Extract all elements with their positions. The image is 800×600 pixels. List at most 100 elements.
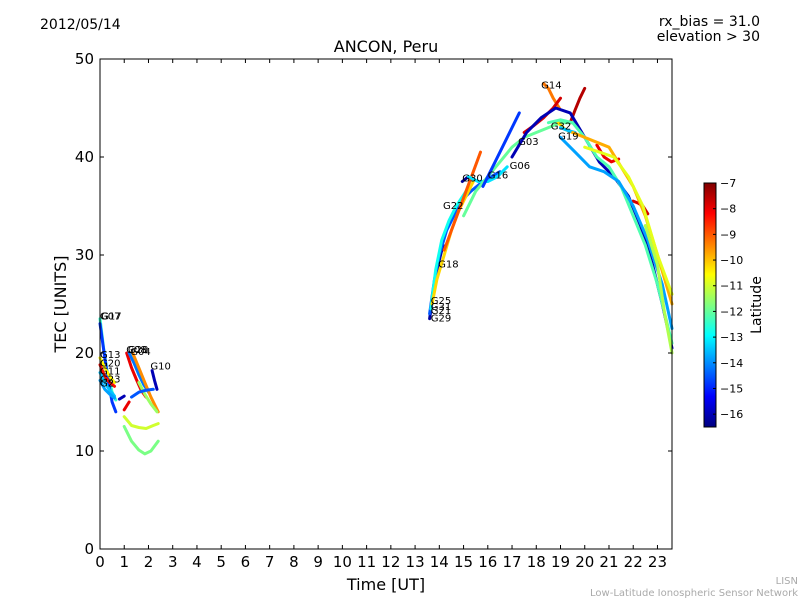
colorbar-tick-label--11: −11	[720, 280, 743, 293]
x-tick-label-6: 6	[241, 553, 251, 571]
sat-label-g19: G19	[558, 131, 578, 142]
x-tick-label-5: 5	[216, 553, 226, 571]
series-g27	[137, 380, 159, 414]
x-tick-label-17: 17	[502, 553, 521, 571]
x-tick-label-21: 21	[599, 553, 618, 571]
x-tick-label-0: 0	[95, 553, 105, 571]
series-g22	[442, 150, 482, 252]
colorbar-tick-label--10: −10	[720, 254, 743, 267]
series-g20	[98, 363, 116, 388]
colorbar-tick-label--12: −12	[720, 305, 743, 318]
series-g28	[131, 351, 160, 414]
sat-label-g13: G13	[100, 350, 120, 361]
x-tick-label-19: 19	[551, 553, 570, 571]
series-g09	[130, 387, 155, 399]
colorbar-tick-label--13: −13	[720, 331, 743, 344]
sat-label-g17: G17	[101, 312, 121, 323]
sat-label-g16: G16	[488, 171, 508, 182]
x-tick-label-10: 10	[333, 553, 352, 571]
sat-label-layer: G07G17G13G20G11G23G2G08G28G04G10G14G32G1…	[100, 80, 579, 389]
sat-label-g06: G06	[510, 161, 530, 172]
chart-title: ANCON, Peru	[334, 37, 438, 56]
plot-frame	[99, 58, 673, 550]
x-tick-label-3: 3	[168, 553, 178, 571]
sat-label-g23: G23	[100, 374, 120, 385]
series-g23	[98, 378, 116, 400]
x-tick-label-11: 11	[357, 553, 376, 571]
series-g13	[98, 356, 116, 384]
x-tick-label-14: 14	[430, 553, 449, 571]
colorbar-tick-label--15: −15	[720, 382, 743, 395]
y-tick-label-20: 20	[75, 344, 94, 362]
y-axis-label: TEC [UNITS]	[51, 256, 70, 354]
sat-label-g03: G03	[518, 137, 538, 148]
colorbar-tick-label--16: −16	[720, 408, 743, 421]
series-g25	[430, 180, 475, 306]
series-layer	[98, 82, 674, 456]
sat-label-g30: G30	[462, 174, 482, 185]
series-g10	[150, 369, 159, 391]
sat-label-g32: G32	[551, 122, 571, 133]
sat-label-g08: G08	[126, 345, 146, 356]
x-tick-label-1: 1	[119, 553, 129, 571]
sat-label-g21: G21	[431, 306, 451, 317]
colorbar-gradient	[703, 182, 717, 428]
series-g11	[98, 371, 116, 398]
x-axis-label: Time [UT]	[346, 575, 425, 594]
sat-label-g2: G2	[100, 378, 114, 389]
series-g16	[466, 165, 509, 183]
credit-lisn: LISN	[775, 576, 798, 587]
sat-label-g22: G22	[443, 201, 463, 212]
series-g05	[117, 394, 126, 401]
credit-network: Low-Latitude Ionospheric Sensor Network	[590, 588, 798, 599]
sat-label-g31: G31	[431, 302, 451, 313]
sat-label-g25: G25	[431, 296, 451, 307]
x-tick-label-2: 2	[144, 553, 154, 571]
y-tick-label-0: 0	[84, 540, 94, 558]
series-l5	[583, 145, 674, 296]
x-tick-label-16: 16	[478, 553, 497, 571]
x-tick-label-15: 15	[454, 553, 473, 571]
colorbar: −7 −8 −9 −10 −11 −12 −13 −14 −15 −16	[703, 177, 743, 428]
series-l2	[546, 118, 674, 345]
rx-bias-label: rx_bias = 31.0	[658, 14, 760, 30]
sat-label-g28: G28	[128, 345, 148, 356]
series-g06	[462, 121, 577, 218]
date-label: 2012/05/14	[40, 17, 121, 33]
x-tick-label-18: 18	[527, 553, 546, 571]
x-tick-label-9: 9	[313, 553, 323, 571]
y-tick-label-30: 30	[75, 246, 94, 264]
x-tick-label-13: 13	[406, 553, 425, 571]
series-g21	[429, 189, 468, 311]
x-tick-label-12: 12	[381, 553, 400, 571]
sat-label-g10: G10	[150, 362, 170, 373]
sat-label-g20: G20	[100, 359, 120, 370]
series-l6	[643, 224, 674, 355]
elevation-label: elevation > 30	[656, 29, 760, 45]
series-l4	[559, 135, 674, 330]
x-tick-label-20: 20	[575, 553, 594, 571]
sat-label-g29: G29	[431, 314, 451, 325]
series-g03	[481, 111, 521, 188]
sat-label-g04: G04	[130, 347, 150, 358]
colorbar-label: Latitude	[749, 276, 765, 334]
x-tick-label-23: 23	[648, 553, 667, 571]
x-tick-label-4: 4	[192, 553, 202, 571]
colorbar-tick-label--14: −14	[720, 357, 743, 370]
colorbar-tick-label--7: −7	[720, 177, 736, 190]
sat-label-g14: G14	[541, 80, 561, 91]
x-tick-label-8: 8	[289, 553, 299, 571]
series-g02	[122, 400, 131, 412]
colorbar-tick-label--8: −8	[720, 203, 736, 216]
x-tick-label-7: 7	[265, 553, 275, 571]
tick-layer: 0 1 2 3 4 5 6 7 8 9 10 11 12 13 14 15 16 17 18 19 20 21 22 2301…	[75, 50, 672, 571]
series-g01	[122, 425, 160, 456]
y-tick-label-10: 10	[75, 442, 94, 460]
sat-label-g18: G18	[438, 260, 458, 271]
series-g31	[122, 415, 160, 430]
y-tick-label-40: 40	[75, 148, 94, 166]
y-tick-label-50: 50	[75, 50, 94, 68]
sat-label-g11: G11	[100, 367, 120, 378]
colorbar-tick-label--9: −9	[720, 228, 736, 241]
